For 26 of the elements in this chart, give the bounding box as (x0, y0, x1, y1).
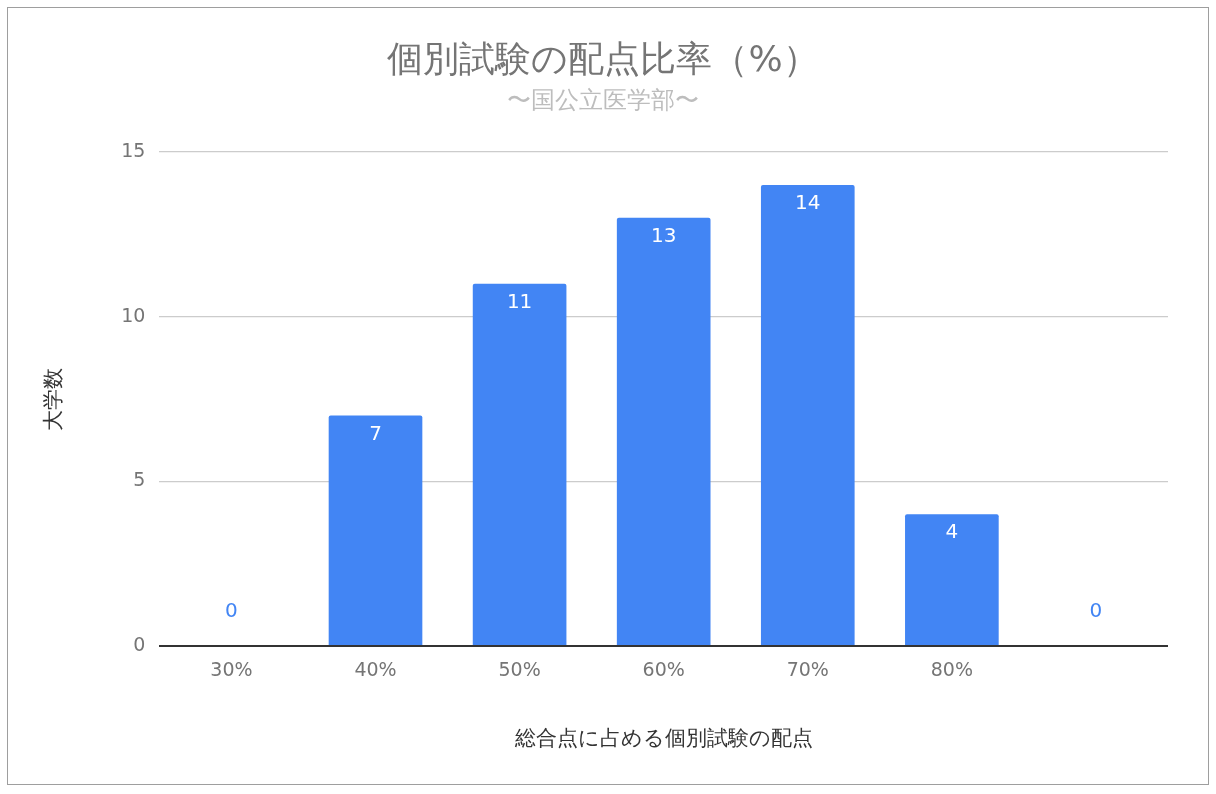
x-tick-label: 40% (354, 658, 397, 681)
chart-title: 個別試験の配点比率（%） (387, 37, 819, 79)
x-tick-label: 60% (642, 658, 685, 681)
data-label: 0 (1089, 598, 1103, 623)
y-tick-label: 15 (121, 138, 146, 161)
data-label: 0 (225, 598, 238, 623)
data-label: 7 (369, 420, 382, 445)
y-tick-label: 5 (133, 468, 146, 491)
data-label: 11 (506, 288, 533, 313)
x-tick-label: 50% (498, 658, 541, 681)
x-tick-label: 80% (930, 658, 973, 681)
data-label: 4 (945, 519, 959, 544)
y-axis-title: 大学数 (41, 367, 66, 431)
bar (616, 217, 711, 645)
y-tick-label: 10 (121, 303, 146, 326)
bar (905, 514, 999, 645)
chart-subtitle: 〜国公立医学部〜 (507, 85, 699, 114)
x-tick-label: 70% (786, 658, 829, 681)
data-label: 14 (795, 190, 821, 215)
y-tick-label: 0 (133, 632, 146, 655)
bar (472, 283, 567, 645)
x-axis-title: 総合点に占める個別試験の配点 (513, 725, 813, 750)
data-label: 13 (650, 223, 677, 248)
x-tick-label: 30% (210, 658, 253, 681)
bar (760, 184, 855, 645)
bar (328, 415, 423, 645)
